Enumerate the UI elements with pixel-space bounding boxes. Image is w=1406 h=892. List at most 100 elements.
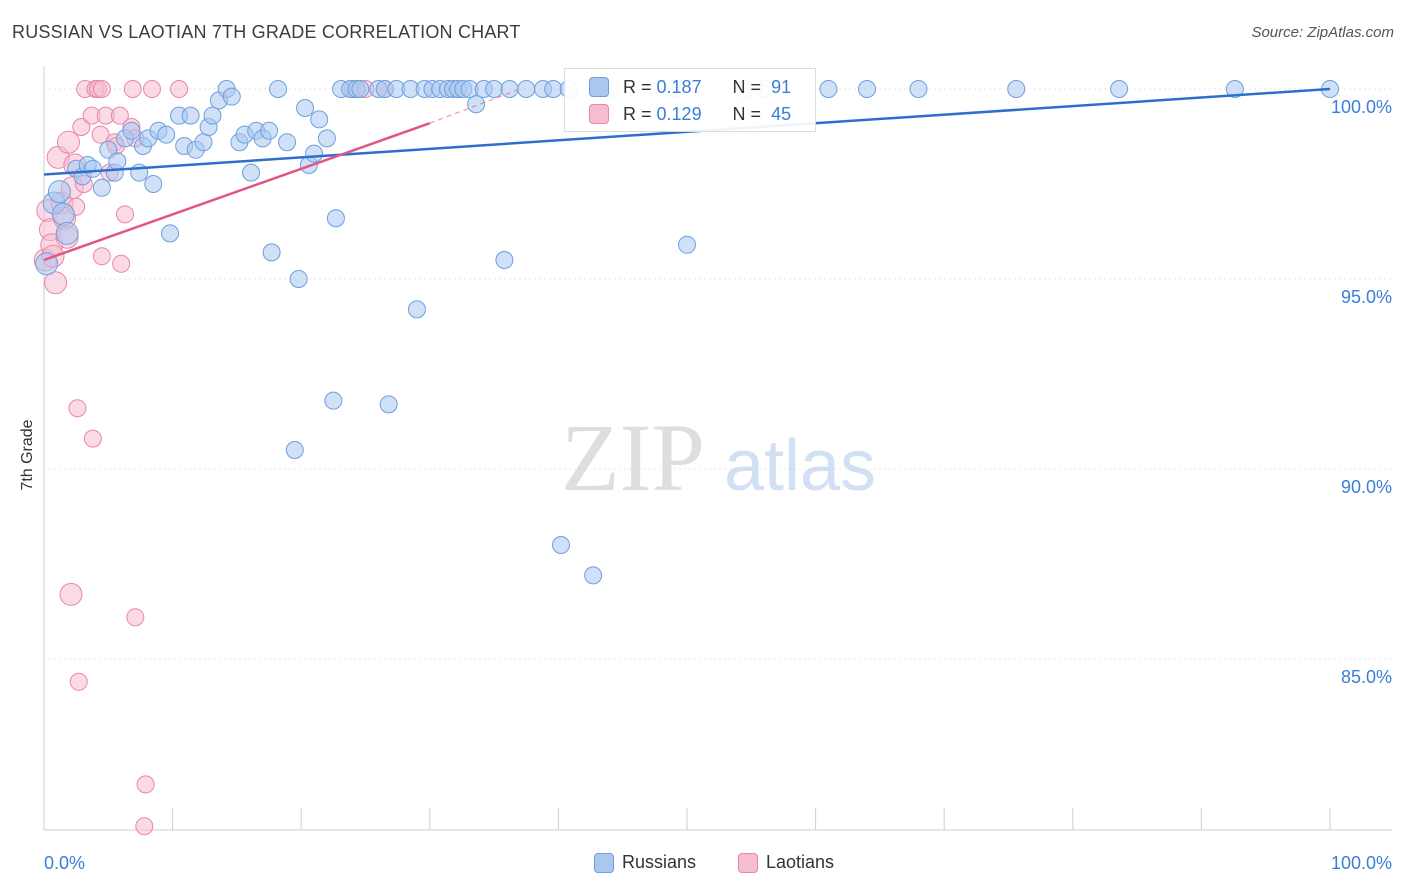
series-russians-points — [35, 80, 1339, 585]
x-tick-label: 100.0% — [1331, 853, 1392, 873]
russians-point — [317, 129, 336, 148]
russians-n-value: 91 — [771, 76, 792, 97]
laotians-trend-extension — [429, 88, 521, 124]
laotians-point — [92, 80, 111, 98]
russians-point — [260, 121, 279, 140]
russians-swatch — [589, 77, 609, 97]
laotians-point — [112, 254, 131, 273]
legend-item-russians[interactable]: Russians — [594, 852, 696, 873]
y-tick-label: 95.0% — [1341, 287, 1392, 307]
russians-point — [194, 133, 213, 152]
russians-point — [495, 251, 514, 269]
russians-point — [819, 80, 838, 98]
laotians-point — [110, 106, 129, 125]
russians-point — [289, 270, 308, 288]
laotians-n-value: 45 — [771, 103, 792, 124]
laotians-point — [68, 399, 87, 418]
source-label: Source: ZipAtlas.com — [1251, 24, 1394, 41]
chart-title: RUSSIAN VS LAOTIAN 7TH GRADE CORRELATION… — [12, 22, 521, 42]
laotians-point — [123, 80, 142, 98]
russians-point — [144, 175, 163, 193]
russians-r-label: R = — [623, 76, 652, 97]
russians-point — [55, 221, 79, 245]
y-tick-label: 85.0% — [1341, 667, 1392, 687]
tick-labels: 100.0% 95.0% 90.0% 85.0% 0.0% 100.0% — [44, 97, 1392, 873]
russians-point — [51, 202, 75, 226]
russians-point — [262, 243, 281, 262]
laotians-swatch — [589, 104, 609, 124]
russians-point — [324, 391, 343, 410]
russians-point — [108, 152, 127, 171]
russians-point — [157, 125, 176, 144]
russians-point — [285, 441, 304, 459]
x-tick-label: 0.0% — [44, 853, 85, 873]
laotians-r-value: 0.129 — [656, 103, 702, 124]
bottom-legend: Russians Laotians — [0, 852, 1406, 878]
russians-point — [407, 300, 426, 319]
russians-point — [551, 536, 570, 554]
laotians-point — [72, 118, 91, 136]
russians-point — [678, 235, 696, 254]
russians-point — [500, 80, 519, 98]
russians-point — [517, 80, 536, 98]
russians-point — [161, 224, 180, 243]
laotians-point — [44, 271, 68, 295]
watermark: ZIP atlas — [561, 404, 876, 511]
laotians-point — [69, 672, 88, 691]
legend-russians-swatch — [594, 852, 614, 873]
y-tick-label: 100.0% — [1331, 97, 1392, 117]
russians-point — [122, 121, 141, 140]
stats-legend: R = 0.187 N = 91 R = 0.129 N = 45 — [564, 68, 816, 132]
russians-point — [83, 159, 102, 178]
russians-point — [47, 180, 71, 204]
russians-point — [242, 163, 261, 182]
russians-point — [909, 80, 928, 98]
russians-point — [305, 144, 324, 163]
laotians-n-label: N = — [732, 103, 762, 124]
laotians-point — [135, 817, 154, 836]
russians-point — [222, 87, 241, 106]
russians-point — [379, 395, 398, 414]
russians-point — [1225, 80, 1244, 98]
laotians-point — [170, 80, 189, 98]
legend-laotians-label: Laotians — [766, 852, 835, 872]
laotians-point — [136, 775, 155, 794]
russians-point — [181, 106, 200, 125]
watermark-zip: ZIP — [561, 404, 705, 511]
legend-item-laotians[interactable]: Laotians — [738, 852, 834, 873]
laotians-point — [83, 429, 102, 448]
laotians-trend-line — [43, 122, 431, 262]
russians-point — [92, 178, 111, 197]
russians-point — [326, 209, 345, 228]
stats-row-laotians: R = 0.129 N = 45 — [589, 102, 791, 126]
russians-point — [351, 80, 370, 98]
series-laotians-points — [33, 80, 394, 836]
y-tick-label: 90.0% — [1341, 477, 1392, 497]
russians-point — [467, 95, 486, 114]
watermark-atlas: atlas — [724, 426, 876, 506]
russians-point — [858, 80, 877, 98]
laotians-point — [92, 247, 111, 266]
laotians-point — [56, 130, 80, 154]
russians-r-value: 0.187 — [656, 76, 702, 97]
russians-point — [269, 80, 288, 98]
russians-point — [203, 106, 222, 125]
laotians-point — [59, 582, 83, 606]
russians-point — [1007, 80, 1026, 98]
laotians-point — [116, 205, 135, 224]
laotians-r-label: R = — [623, 103, 652, 124]
russians-point — [278, 133, 297, 152]
stats-row-russians: R = 0.187 N = 91 — [589, 75, 791, 99]
russians-point — [485, 80, 504, 98]
laotians-point — [143, 80, 162, 98]
legend-russians-label: Russians — [622, 852, 697, 872]
russians-point — [544, 80, 563, 98]
russians-point — [1110, 80, 1129, 98]
legend-laotians-swatch — [738, 852, 758, 873]
russians-point — [310, 110, 329, 129]
laotians-point — [91, 125, 110, 144]
russians-point — [584, 566, 603, 585]
russians-point — [296, 99, 315, 117]
russians-n-label: N = — [732, 76, 762, 97]
